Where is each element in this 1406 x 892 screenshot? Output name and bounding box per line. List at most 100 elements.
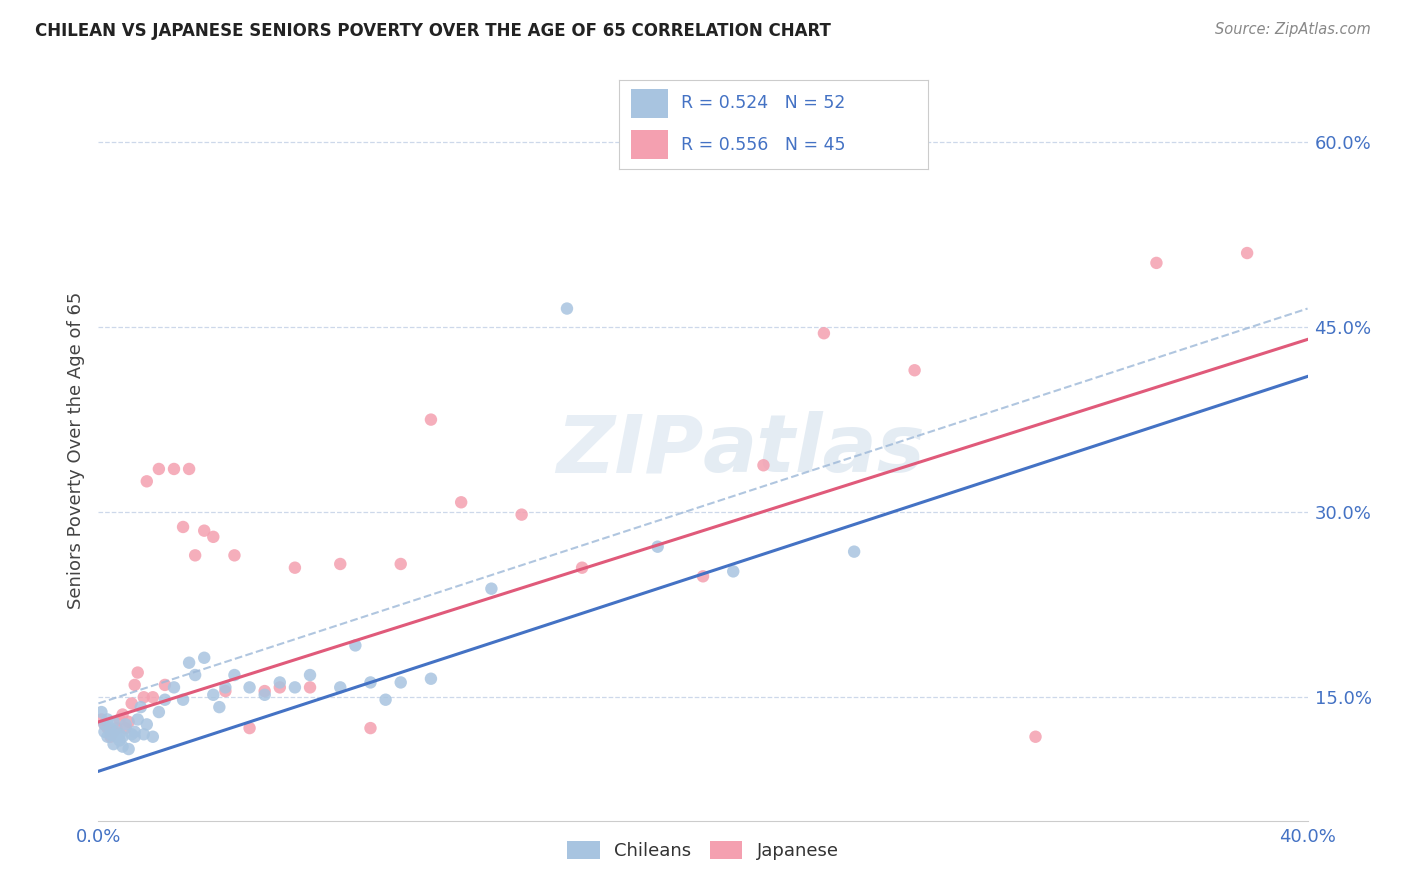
Point	[142, 730, 165, 744]
Point	[96, 713, 118, 727]
Point	[111, 730, 134, 744]
Point	[329, 557, 352, 571]
Point	[253, 684, 276, 698]
Point	[692, 569, 714, 583]
Point	[299, 668, 322, 682]
Y-axis label: Seniors Poverty Over the Age of 65: Seniors Poverty Over the Age of 65	[66, 292, 84, 609]
Point	[184, 549, 207, 563]
Point	[202, 688, 225, 702]
Point	[253, 688, 276, 702]
Point	[96, 721, 118, 735]
Point	[284, 681, 307, 695]
Point	[360, 721, 382, 735]
Point	[904, 363, 927, 377]
Point	[108, 733, 131, 747]
Point	[153, 692, 176, 706]
Point	[571, 560, 593, 574]
Point	[108, 727, 131, 741]
Point	[124, 730, 146, 744]
Point	[647, 540, 669, 554]
Point	[114, 717, 136, 731]
Point	[103, 724, 125, 739]
Point	[105, 724, 128, 739]
Point	[179, 656, 201, 670]
Point	[93, 724, 115, 739]
Point	[142, 690, 165, 705]
Point	[121, 727, 143, 741]
Point	[844, 544, 866, 558]
Text: ZIP: ZIP	[555, 411, 703, 490]
Point	[127, 665, 149, 680]
Point	[111, 707, 134, 722]
Point	[153, 678, 176, 692]
Point	[239, 681, 262, 695]
Point	[752, 458, 775, 473]
Point	[114, 721, 136, 735]
Point	[108, 713, 131, 727]
Text: CHILEAN VS JAPANESE SENIORS POVERTY OVER THE AGE OF 65 CORRELATION CHART: CHILEAN VS JAPANESE SENIORS POVERTY OVER…	[35, 22, 831, 40]
Point	[420, 672, 443, 686]
Point	[103, 714, 125, 729]
Point	[723, 565, 745, 579]
Point	[224, 668, 246, 682]
Point	[450, 495, 472, 509]
Point	[193, 650, 215, 665]
Point	[269, 681, 291, 695]
Point	[284, 560, 307, 574]
Point	[1236, 246, 1258, 260]
Point	[299, 681, 322, 695]
Point	[510, 508, 533, 522]
Point	[202, 530, 225, 544]
Point	[124, 724, 146, 739]
Point	[118, 714, 141, 729]
Point	[105, 721, 128, 735]
Point	[103, 737, 125, 751]
Point	[389, 675, 412, 690]
Point	[124, 678, 146, 692]
Text: atlas: atlas	[703, 411, 925, 490]
Point	[132, 727, 155, 741]
Point	[374, 692, 396, 706]
Point	[96, 730, 118, 744]
Point	[360, 675, 382, 690]
Point	[135, 475, 157, 489]
Point	[100, 721, 122, 735]
Point	[105, 730, 128, 744]
Point	[118, 742, 141, 756]
Point	[193, 524, 215, 538]
Point	[224, 549, 246, 563]
Point	[100, 730, 122, 744]
Text: R = 0.556   N = 45: R = 0.556 N = 45	[681, 136, 845, 153]
Point	[179, 462, 201, 476]
Point	[100, 727, 122, 741]
Point	[420, 412, 443, 426]
Point	[214, 684, 236, 698]
Point	[129, 700, 152, 714]
Point	[208, 700, 231, 714]
Point	[172, 692, 194, 706]
Point	[135, 717, 157, 731]
Point	[132, 690, 155, 705]
Bar	[631, 89, 668, 118]
Point	[121, 697, 143, 711]
Point	[1024, 730, 1046, 744]
Point	[163, 681, 186, 695]
Point	[1144, 256, 1167, 270]
Point	[148, 462, 170, 476]
Point	[93, 717, 115, 731]
Point	[163, 462, 186, 476]
Point	[90, 713, 112, 727]
Point	[93, 717, 115, 731]
Text: R = 0.524   N = 52: R = 0.524 N = 52	[681, 95, 845, 112]
Point	[344, 639, 367, 653]
Point	[214, 681, 236, 695]
Point	[184, 668, 207, 682]
Point	[90, 705, 112, 719]
Point	[389, 557, 412, 571]
Point	[111, 739, 134, 754]
Bar	[631, 130, 668, 159]
Text: Source: ZipAtlas.com: Source: ZipAtlas.com	[1215, 22, 1371, 37]
Legend: Chileans, Japanese: Chileans, Japanese	[560, 833, 846, 867]
Point	[481, 582, 503, 596]
Point	[127, 713, 149, 727]
